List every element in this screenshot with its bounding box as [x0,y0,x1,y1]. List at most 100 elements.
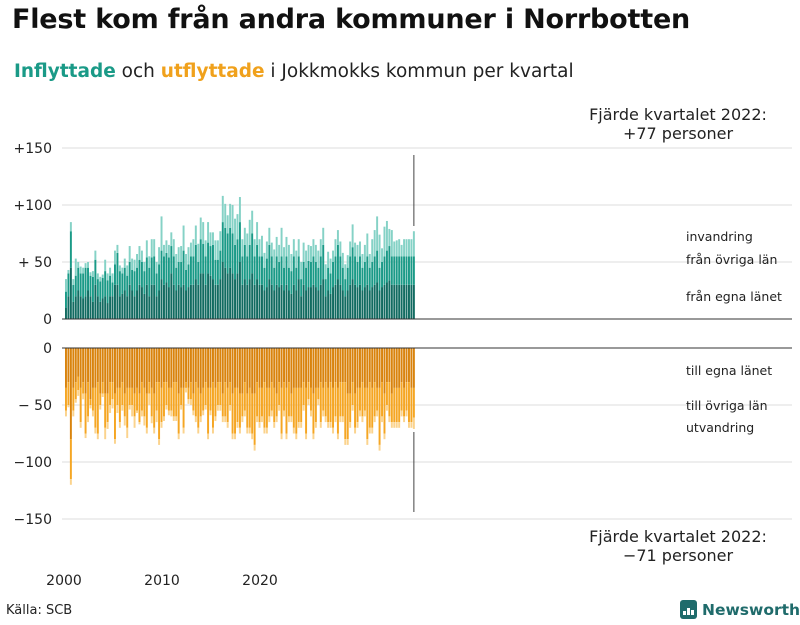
bar-in-2 [140,250,143,262]
bar-in-1 [209,246,212,276]
bar-in-1 [94,259,97,285]
bar-in-1 [251,233,254,274]
bar-in-0 [148,296,151,319]
bar-out-1 [72,387,75,411]
bar-out-0 [121,348,124,383]
bar-in-1 [202,243,205,274]
bar-out-1 [295,387,298,434]
bar-in-0 [268,279,271,319]
bar-in-0 [361,290,364,319]
bar-out-1 [412,387,415,418]
bar-out-0 [175,348,178,383]
bar-out-2 [253,444,256,451]
bar-out-2 [194,416,197,423]
bar-in-1 [405,256,408,285]
bar-out-2 [246,427,249,434]
chart-subtitle: Inflyttade och utflyttade i Jokkmokks ko… [14,61,574,82]
bar-out-2 [332,427,334,434]
bar-in-1 [221,222,224,262]
bar-out-2 [351,405,354,411]
bar-in-1 [373,256,376,285]
bar-in-1 [72,284,75,302]
bar-out-0 [354,348,357,394]
bar-in-2 [143,262,146,272]
bar-out-2 [405,410,408,417]
bar-in-0 [324,296,327,319]
bar-in-2 [180,246,183,262]
bar-out-1 [341,382,344,417]
bar-in-2 [258,239,261,257]
bar-in-0 [366,284,369,319]
bar-out-1 [94,387,97,428]
bar-in-1 [104,271,107,297]
bar-in-2 [408,239,410,257]
bar-out-1 [388,382,391,417]
bar-out-0 [351,348,354,383]
bar-in-2 [192,239,195,257]
bar-out-2 [287,416,290,423]
bar-in-1 [65,291,67,308]
bar-in-1 [145,257,148,285]
bar-in-2 [150,239,153,258]
bar-out-1 [114,393,116,440]
bar-in-1 [224,227,227,268]
bar-out-0 [150,348,153,388]
bar-out-2 [349,422,352,428]
bar-out-2 [214,416,217,421]
bar-out-0 [106,348,109,394]
bar-out-0 [280,348,283,388]
bar-out-0 [82,348,85,383]
bar-out-0 [194,348,197,383]
bar-in-2 [256,222,259,245]
bar-out-1 [302,382,305,405]
bar-out-0 [219,348,222,383]
bar-out-1 [256,382,259,417]
bar-out-2 [390,422,393,428]
bar-in-2 [265,241,268,259]
bar-out-2 [172,416,175,421]
bar-out-2 [219,405,222,411]
bar-in-1 [87,267,89,291]
bar-out-2 [84,433,87,439]
bar-in-1 [273,267,276,291]
bar-in-2 [361,254,364,268]
bar-out-2 [307,399,310,405]
bar-out-1 [106,393,109,423]
bar-in-1 [253,256,256,285]
brand-logo[interactable]: Newsworthy [680,600,800,619]
bar-out-1 [265,387,268,428]
bar-out-1 [312,393,315,434]
bar-out-0 [212,348,214,383]
bar-in-0 [187,287,190,319]
bar-out-0 [285,348,288,388]
bar-out-2 [182,427,185,434]
y-tick-top: +100 [14,198,52,214]
bar-in-2 [148,256,151,268]
bar-out-0 [412,348,415,388]
bar-in-1 [91,276,94,302]
bar-in-1 [385,250,388,283]
bar-out-2 [346,439,349,445]
bar-in-0 [104,296,107,319]
bar-out-2 [290,416,293,423]
bar-out-1 [356,387,359,423]
bar-in-0 [185,290,187,319]
bar-out-1 [138,393,141,423]
bar-out-0 [312,348,315,394]
bar-out-0 [341,348,344,383]
bar-in-0 [199,273,202,319]
bar-in-1 [295,267,298,291]
bar-in-2 [138,246,141,260]
bar-in-1 [177,262,180,285]
bar-in-1 [305,267,308,291]
bar-out-1 [65,387,67,411]
bar-in-2 [185,254,187,270]
bar-in-1 [290,271,293,294]
bar-out-1 [189,382,192,400]
bar-out-0 [221,348,224,394]
bar-in-0 [89,296,92,319]
bar-in-1 [351,247,354,280]
bar-in-0 [322,279,325,319]
bar-out-2 [297,422,300,428]
bar-out-0 [270,348,273,383]
